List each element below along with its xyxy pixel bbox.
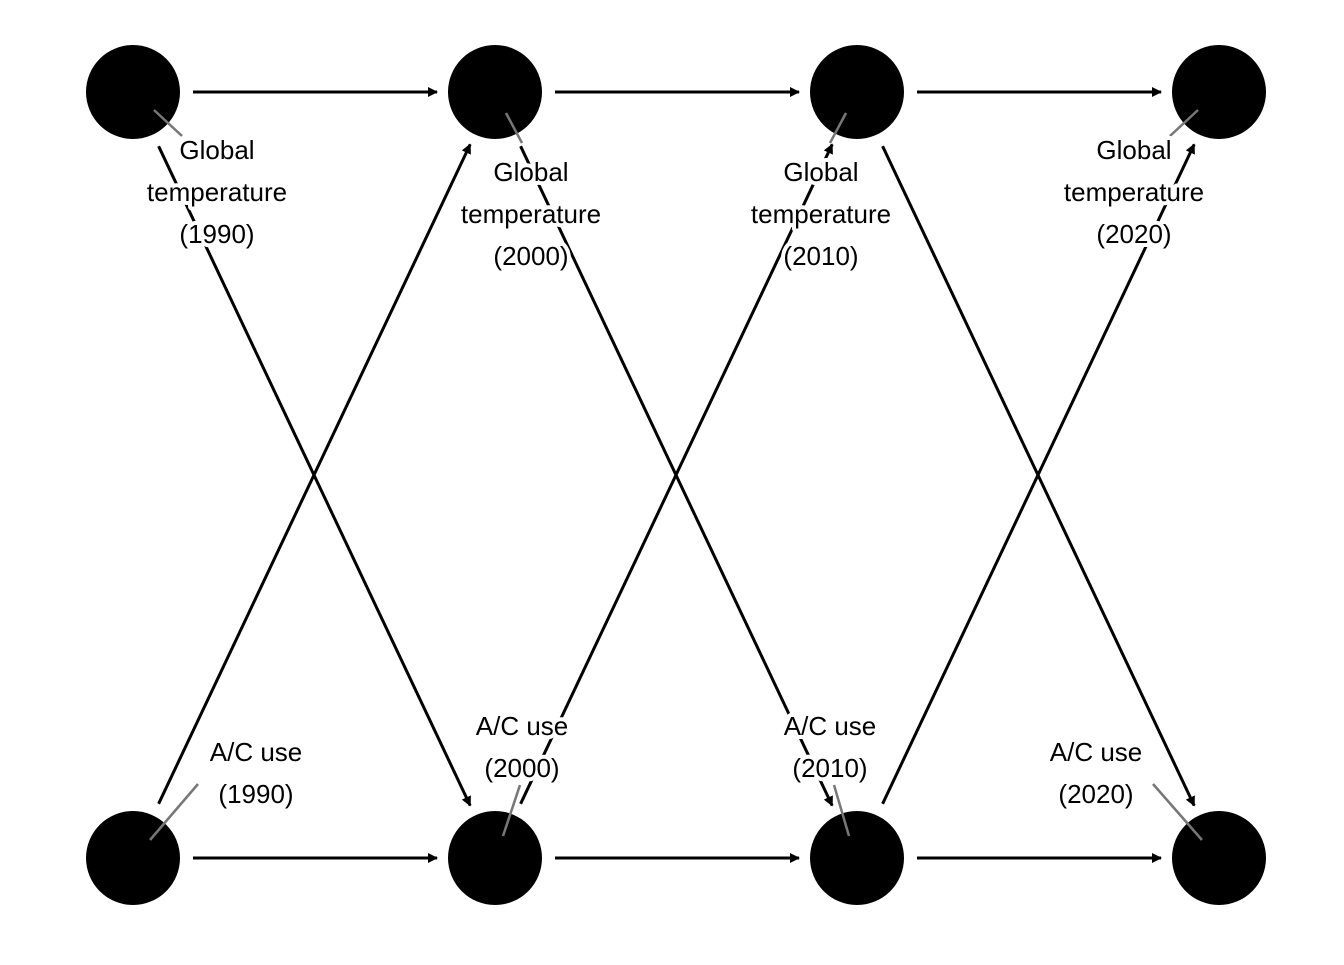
nodes-layer [86,45,1266,905]
label-leader-ac2020 [1152,783,1203,841]
edges-layer [157,87,1196,863]
node-ac1990[interactable] [86,811,180,905]
edge-ac2000-to-temp2010 [519,143,834,805]
node-label-ac2000: A/C use (2000) [472,707,573,787]
node-label-line: (1990) [179,219,254,249]
node-label-line: Global [179,135,254,165]
node-label-ac2010: A/C use (2010) [780,707,881,787]
leaders-layer [149,109,1203,841]
node-temp2000[interactable] [448,45,542,139]
node-label-line: A/C use [1050,737,1143,767]
label-leader-temp2000 [504,112,524,144]
node-temp2010[interactable] [810,45,904,139]
node-label-ac1990: A/C use (1990) [206,733,307,813]
label-leader-ac2000 [501,784,522,837]
node-label-line: temperature [1064,177,1204,207]
node-label-line: (2020) [1058,779,1133,809]
node-temp1990[interactable] [86,45,180,139]
node-ac2010[interactable] [810,811,904,905]
node-label-line: (2020) [1096,219,1171,249]
node-temp2020[interactable] [1172,45,1266,139]
label-leader-ac1990 [149,783,199,841]
node-label-line: Global [493,157,568,187]
node-ac2020[interactable] [1172,811,1266,905]
node-label-line: A/C use [784,711,877,741]
node-label-ac2020: A/C use (2020) [1046,733,1147,813]
node-label-line: (2010) [783,241,858,271]
node-label-line: (2000) [493,241,568,271]
node-label-line: (2000) [484,753,559,783]
node-label-line: temperature [461,199,601,229]
node-label-temp2020: Global temperature (2020) [1060,131,1208,253]
node-label-temp2000: Global temperature (2000) [457,153,605,275]
label-leader-ac2010 [832,784,851,837]
node-label-line: Global [783,157,858,187]
label-leader-temp1990 [153,109,183,137]
node-label-line: temperature [751,199,891,229]
node-label-temp1990: Global temperature (1990) [143,131,291,253]
label-leader-temp2010 [828,112,848,144]
node-label-line: A/C use [210,737,303,767]
node-label-line: temperature [147,177,287,207]
edge-ac2010-to-temp2020 [881,143,1196,805]
node-label-temp2010: Global temperature (2010) [747,153,895,275]
edge-ac1990-to-temp2000 [157,143,472,805]
labels-layer: Global temperature (1990) Global temperature… [143,131,1208,813]
label-leader-temp2020 [1169,109,1199,137]
node-label-line: A/C use [476,711,569,741]
node-label-line: (1990) [218,779,293,809]
node-ac2000[interactable] [448,811,542,905]
node-label-line: (2010) [792,753,867,783]
node-label-line: Global [1096,135,1171,165]
